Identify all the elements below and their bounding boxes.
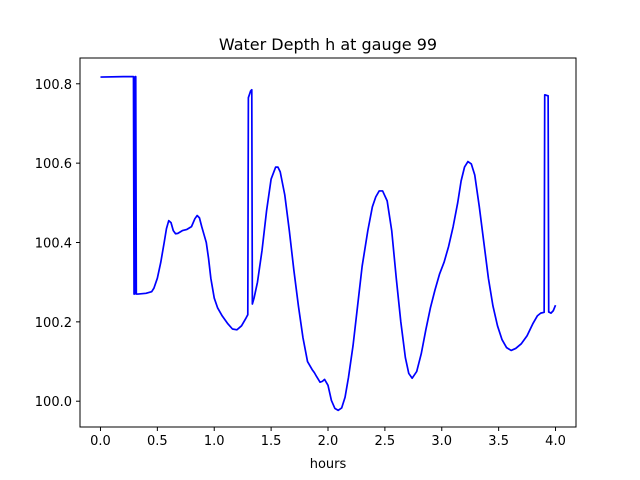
- x-tick-label: 2.0: [318, 434, 339, 449]
- series-line-1: [100, 75, 557, 412]
- x-tick-label: 1.0: [204, 434, 225, 449]
- x-tick-label: 3.5: [488, 434, 509, 449]
- x-tick-label: 1.5: [261, 434, 282, 449]
- y-tick-label: 100.4: [35, 237, 72, 252]
- x-tick-label: 3.0: [431, 434, 452, 449]
- y-tick-label: 100.8: [35, 78, 72, 93]
- plot-area: [100, 75, 557, 412]
- y-axis: 100.0 100.2 100.4 100.6 100.8: [35, 78, 80, 410]
- plot-frame: [79, 57, 577, 428]
- x-axis-label: hours: [310, 457, 347, 472]
- y-tick-label: 100.0: [35, 395, 72, 410]
- x-tick-label: 2.5: [375, 434, 396, 449]
- x-tick-label: 0.0: [90, 434, 111, 449]
- y-tick-label: 100.2: [35, 316, 72, 331]
- y-tick-label: 100.6: [35, 157, 72, 172]
- chart-title: Water Depth h at gauge 99: [219, 35, 437, 54]
- x-tick-label: 0.5: [147, 434, 168, 449]
- x-axis: 0.0 0.5 1.0 1.5 2.0 2.5 3.0 3.5 4.0: [90, 427, 566, 449]
- x-tick-label: 4.0: [545, 434, 566, 449]
